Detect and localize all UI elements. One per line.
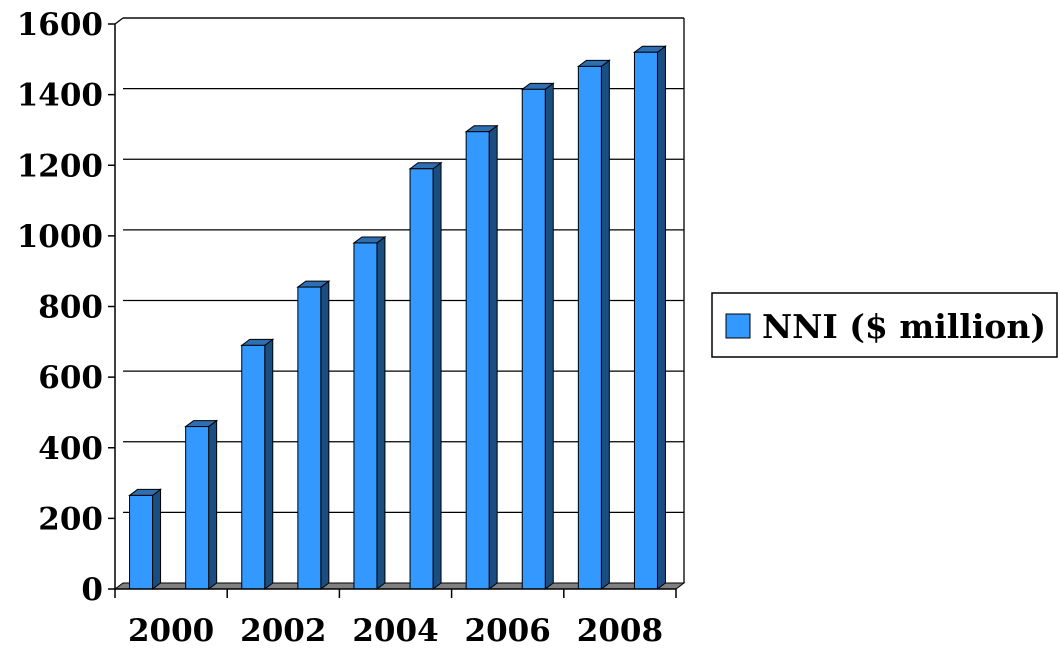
- y-tick-label: 1200: [17, 148, 103, 184]
- y-tick-label: 0: [81, 572, 103, 608]
- chart-axes: [108, 17, 677, 598]
- bar: [184, 419, 219, 590]
- bar: [408, 161, 443, 590]
- y-axis-tick-labels: 0 200 400 600 800 1000 1200 1400 1600: [17, 7, 103, 608]
- x-tick-label: 2002: [240, 613, 326, 648]
- chart-legend: NNI ($ million): [711, 292, 1058, 358]
- bar: [464, 124, 499, 590]
- x-tick-label: 2000: [128, 613, 214, 648]
- x-tick-label: 2008: [577, 613, 663, 648]
- y-tick-label: 1400: [17, 78, 103, 114]
- bar: [520, 82, 555, 590]
- legend-swatch: [725, 313, 751, 339]
- bar: [576, 59, 611, 590]
- y-tick-label: 600: [38, 360, 103, 396]
- bar: [632, 45, 667, 590]
- y-tick-label: 400: [38, 431, 103, 467]
- bar: [296, 280, 331, 590]
- y-tick-label: 1600: [17, 7, 103, 43]
- y-axis-depth: [114, 17, 124, 25]
- legend-box: [711, 292, 1058, 358]
- bar: [240, 338, 275, 590]
- bar: [352, 235, 387, 590]
- x-axis-tick-labels: 2000 2002 2004 2006 2008: [128, 613, 663, 648]
- bar-series: [128, 45, 667, 590]
- y-tick-label: 800: [38, 290, 103, 326]
- legend-label-nni: NNI ($ million): [762, 307, 1046, 346]
- y-tick-label: 200: [38, 501, 103, 537]
- x-tick-label: 2004: [352, 613, 438, 648]
- y-tick-label: 1000: [17, 219, 103, 255]
- bar: [128, 488, 163, 590]
- x-tick-label: 2006: [465, 613, 551, 648]
